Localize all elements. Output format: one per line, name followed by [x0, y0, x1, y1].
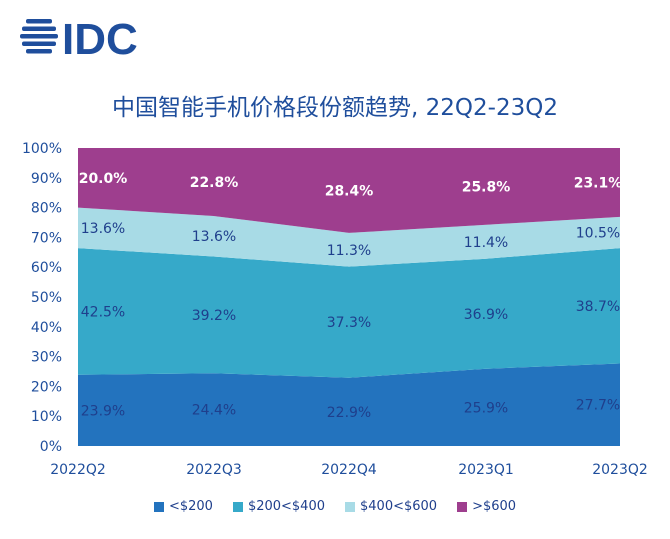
- data-label: 20.0%: [79, 171, 128, 187]
- data-label: 22.8%: [190, 175, 239, 191]
- legend: <$200 $200<$400 $400<$600 >$600: [0, 499, 670, 514]
- data-label: 28.4%: [325, 184, 374, 200]
- idc-logo-text: IDC: [62, 15, 138, 60]
- x-tick-label: 2022Q3: [186, 462, 242, 478]
- data-label: 27.7%: [576, 398, 620, 414]
- legend-swatch: [457, 501, 468, 512]
- data-label: 38.7%: [576, 299, 620, 315]
- globe-icon: [20, 19, 58, 54]
- data-label: 10.5%: [576, 225, 620, 241]
- data-label: 39.2%: [192, 308, 236, 324]
- y-tick-label: 30%: [31, 350, 62, 366]
- y-tick-label: 20%: [31, 379, 62, 395]
- data-label: 25.8%: [462, 179, 511, 195]
- y-tick-label: 70%: [31, 230, 62, 246]
- chart-title: 中国智能手机价格段份额趋势, 22Q2-23Q2: [112, 95, 558, 121]
- data-label: 11.4%: [464, 235, 508, 251]
- data-label: 24.4%: [192, 403, 236, 419]
- area-series-2: [78, 207, 620, 267]
- area-series-1: [78, 248, 620, 378]
- data-label: 42.5%: [81, 304, 125, 320]
- legend-item: $400<$600: [345, 499, 437, 514]
- y-tick-label: 60%: [31, 260, 62, 276]
- legend-item: $200<$400: [232, 499, 325, 514]
- legend-item: >$600: [457, 499, 516, 514]
- data-label: 11.3%: [327, 243, 371, 259]
- x-tick-label: 2023Q1: [458, 462, 514, 478]
- y-axis: 0% 10% 20% 30% 40% 50% 60% 70% 80% 90% 100%: [22, 141, 62, 455]
- legend-label: $400<$600: [360, 499, 438, 514]
- area-series-3: [78, 148, 620, 233]
- y-tick-label: 100%: [22, 141, 62, 157]
- area-chart: 0% 10% 20% 30% 40% 50% 60% 70% 80% 90% 100% 2022Q2…: [22, 141, 648, 478]
- y-tick-label: 40%: [31, 320, 62, 336]
- legend-swatch: [153, 501, 164, 512]
- y-tick-label: 50%: [31, 290, 62, 306]
- data-label: 13.6%: [192, 229, 236, 245]
- legend-label: <$200: [168, 499, 213, 514]
- area-series-0: [78, 363, 620, 446]
- data-label: 22.9%: [327, 405, 371, 421]
- x-tick-label: 2022Q2: [50, 462, 106, 478]
- idc-logo: IDC: [20, 15, 138, 60]
- data-label: 23.9%: [81, 403, 125, 419]
- x-axis: 2022Q2 2022Q3 2022Q4 2023Q1 2023Q2: [50, 462, 648, 478]
- x-tick-label: 2022Q4: [321, 462, 377, 478]
- y-tick-label: 10%: [31, 409, 62, 425]
- data-label: 23.1%: [574, 175, 623, 191]
- legend-swatch: [232, 501, 243, 512]
- y-tick-label: 0%: [40, 439, 62, 455]
- data-label: 37.3%: [327, 315, 371, 331]
- legend-swatch: [345, 501, 355, 512]
- x-tick-label: 2023Q2: [592, 462, 648, 478]
- legend-label: >$600: [472, 499, 517, 514]
- data-label: 36.9%: [464, 307, 508, 323]
- legend-label: $200<$400: [247, 499, 325, 514]
- data-label: 25.9%: [464, 400, 508, 416]
- y-tick-label: 80%: [31, 201, 62, 217]
- data-label: 13.6%: [81, 221, 125, 237]
- data-labels: 23.9% 24.4% 22.9% 25.9% 27.7% 42.5% 39.2% 37.3%…: [79, 171, 623, 421]
- area-layers: [78, 148, 620, 446]
- y-tick-label: 90%: [31, 171, 62, 187]
- legend-item: <$200: [153, 499, 213, 514]
